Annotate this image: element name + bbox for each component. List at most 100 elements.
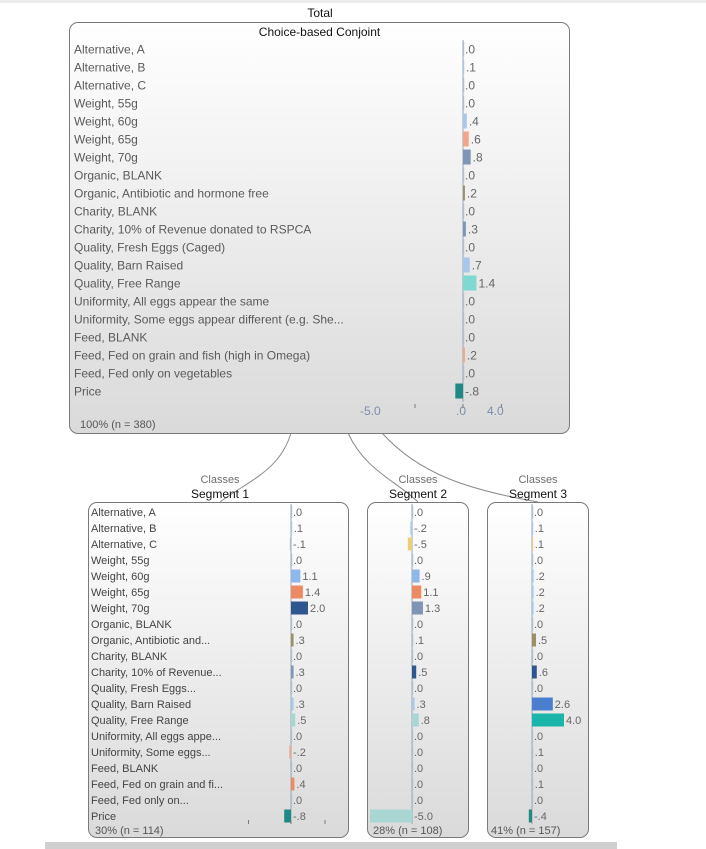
bar [463, 347, 465, 363]
bar [455, 383, 463, 399]
total-chart-title: Choice-based Conjoint [258, 25, 381, 39]
value-label: .0 [534, 555, 543, 567]
bar [463, 149, 471, 165]
bar [291, 617, 293, 631]
total-node[interactable] [69, 22, 570, 434]
category-label: Weight, 55g [91, 555, 150, 567]
category-label: Alternative, A [74, 42, 145, 56]
bar [532, 761, 534, 775]
segment-1-bar-chart: Alternative, A .0 Alternative, B .1 Alternat… [91, 504, 326, 824]
bar [463, 311, 465, 327]
value-label: .0 [414, 555, 423, 567]
bar [291, 633, 294, 647]
value-label: .8 [421, 715, 430, 727]
category-label: Quality, Barn Raised [91, 699, 191, 711]
bar [291, 665, 294, 679]
value-label: .6 [539, 667, 548, 679]
category-label: Uniformity, All eggs appear the same [74, 294, 270, 308]
segment-2-footer: 28% (n = 108) [373, 825, 443, 837]
category-label: Weight, 70g [91, 603, 150, 615]
category-label: Price [74, 384, 102, 398]
value-label: .0 [534, 683, 543, 695]
value-label: 2.0 [310, 603, 325, 615]
category-label: Weight, 60g [91, 571, 150, 583]
value-label: .0 [293, 619, 302, 631]
value-label: .0 [414, 507, 423, 519]
segment-2-node[interactable] [367, 502, 469, 838]
value-label: -.4 [534, 811, 547, 823]
category-label: Charity, 10% of Revenue donated to RSPCA [74, 222, 311, 236]
bar [289, 537, 291, 551]
category-label: Charity, BLANK [91, 651, 168, 663]
bar [532, 505, 534, 519]
bar [463, 167, 465, 183]
value-label: .1 [466, 60, 476, 74]
bar [532, 633, 536, 647]
value-label: .3 [296, 667, 305, 679]
bar [412, 777, 414, 791]
value-label: .0 [293, 507, 302, 519]
bar [532, 697, 553, 711]
value-label: .2 [467, 348, 477, 362]
bar [284, 809, 291, 823]
bar [463, 59, 465, 75]
bar [370, 809, 412, 823]
bar [291, 697, 294, 711]
bar [412, 633, 414, 647]
bar [291, 777, 295, 791]
category-label: Alternative, C [74, 78, 146, 92]
bar [532, 681, 534, 695]
bar [412, 585, 422, 599]
bar [291, 601, 308, 615]
bar [532, 585, 534, 599]
value-label: .2 [536, 587, 545, 599]
value-label: .4 [469, 114, 479, 128]
bar [289, 745, 291, 759]
category-label: Alternative, C [91, 539, 157, 551]
total-header: Total [307, 6, 333, 20]
value-label: .0 [293, 555, 302, 567]
bar [463, 77, 465, 93]
bar [291, 553, 293, 567]
category-label: Organic, Antibiotic and... [91, 635, 210, 647]
bar [291, 761, 293, 775]
segment-1-node[interactable] [88, 502, 349, 838]
category-label: Quality, Fresh Eggs... [91, 683, 196, 695]
axis-tick-label-min: -5.0 [360, 404, 381, 418]
value-label: .0 [465, 366, 475, 380]
bar [532, 649, 534, 663]
bar [291, 681, 293, 695]
bar [463, 41, 465, 57]
value-label: .0 [414, 747, 423, 759]
category-label: Organic, Antibiotic and hormone free [74, 186, 269, 200]
value-label: .0 [293, 795, 302, 807]
category-label: Quality, Fresh Eggs (Caged) [74, 240, 225, 254]
bar [463, 131, 469, 147]
value-label: .1 [535, 523, 544, 535]
bar [463, 329, 465, 345]
horizontal-scrollbar[interactable] [45, 842, 617, 849]
category-label: Feed, Fed on grain and fish (high in Ome… [74, 348, 310, 362]
category-label: Quality, Free Range [74, 276, 181, 290]
category-label: Uniformity, All eggs appe... [91, 731, 221, 743]
bar [412, 665, 417, 679]
bar [412, 505, 414, 519]
category-label: Weight, 65g [74, 132, 138, 146]
bar [412, 793, 414, 807]
value-label: .3 [296, 699, 305, 711]
category-label: Feed, BLANK [91, 763, 159, 775]
value-label: 1.1 [423, 587, 438, 599]
total-bar-chart: Alternative, A .0 Alternative, B .1 Alternat… [74, 40, 502, 408]
value-label: 1.1 [302, 571, 317, 583]
value-label: .8 [473, 150, 483, 164]
value-label: .6 [471, 132, 481, 146]
bar [412, 745, 414, 759]
segment-3-node[interactable] [487, 502, 589, 838]
bar [532, 537, 534, 551]
bar [407, 537, 412, 551]
value-label: 4.0 [566, 715, 581, 727]
bar [412, 761, 414, 775]
value-label: -.8 [293, 811, 306, 823]
